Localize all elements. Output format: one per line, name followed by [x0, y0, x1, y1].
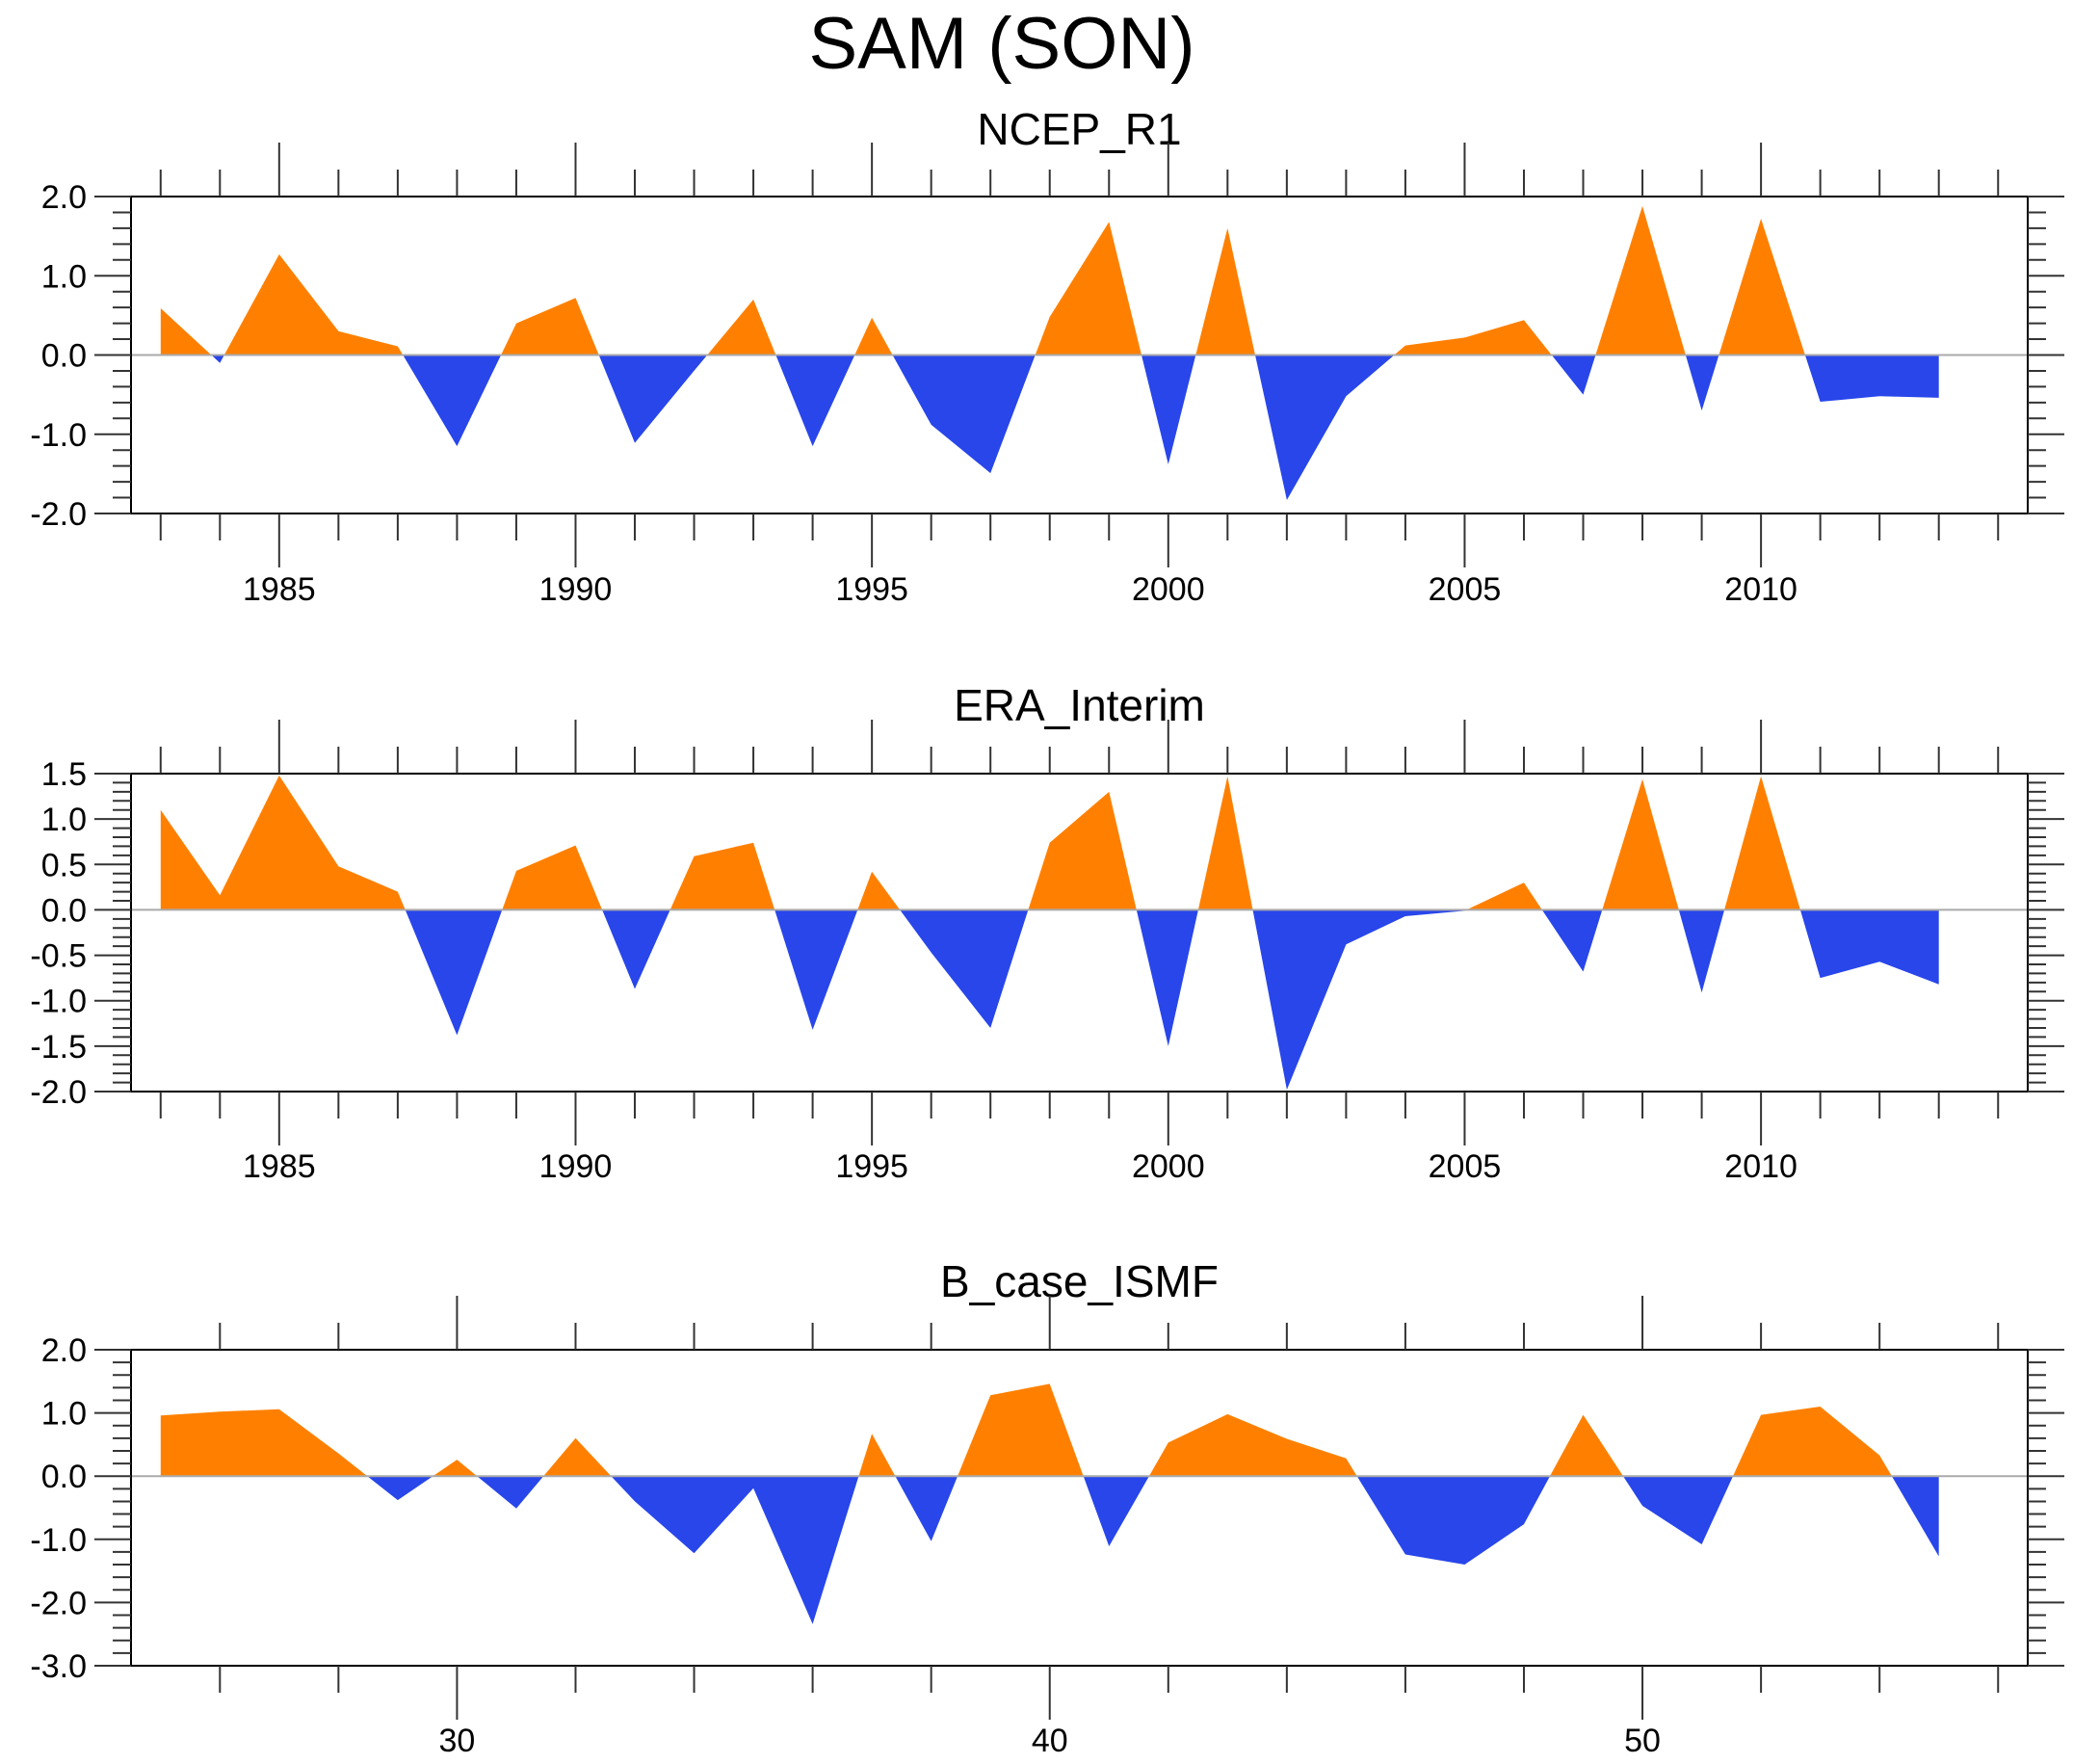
x-tick-label: 1990 — [539, 571, 613, 608]
x-tick-label: 40 — [1032, 1723, 1068, 1759]
y-tick-label: 2.0 — [41, 1332, 87, 1369]
positive-area — [160, 308, 212, 355]
y-tick-label: -2.0 — [30, 1585, 87, 1621]
positive-area — [958, 1383, 1084, 1477]
negative-area — [1799, 909, 1939, 985]
y-tick-label: 0.0 — [41, 892, 87, 929]
panel-ncep-r1: NCEP_R1 -2.0 -1.0 0.0 1.0 2.0 1985 1990 1995 2000… — [30, 104, 2064, 608]
positive-area — [433, 1460, 478, 1477]
panel-title: ERA_Interim — [954, 680, 1205, 730]
positive-area — [1595, 205, 1686, 355]
x-tick-label: 1985 — [243, 571, 316, 608]
plot-frame — [130, 773, 2029, 1093]
x-tick-label: 1995 — [835, 1148, 908, 1185]
negative-area — [611, 1476, 859, 1624]
negative-area — [1623, 1476, 1733, 1544]
positive-area — [858, 1434, 896, 1477]
positive-area — [669, 842, 775, 910]
y-tick-label: -0.5 — [30, 938, 87, 975]
negative-area — [1891, 1476, 1939, 1557]
negative-area — [900, 909, 1029, 1028]
negative-area — [1685, 355, 1719, 411]
negative-area — [598, 355, 708, 443]
positive-area — [223, 254, 404, 355]
negative-area — [1356, 1476, 1550, 1565]
y-tick-label: -3.0 — [30, 1648, 87, 1685]
negative-area — [477, 1476, 544, 1509]
x-tick-label: 50 — [1624, 1723, 1661, 1759]
y-tick-label: -1.0 — [30, 1522, 87, 1559]
negative-area — [602, 909, 670, 989]
positive-area — [854, 317, 893, 355]
panel-title: NCEP_R1 — [977, 104, 1181, 154]
positive-area — [1724, 776, 1800, 910]
y-tick-label: 0.0 — [41, 1459, 87, 1495]
negative-area — [367, 1476, 433, 1501]
x-tick-label: 2010 — [1724, 1148, 1797, 1185]
x-tick-label: 1985 — [243, 1148, 316, 1185]
positive-area — [1466, 882, 1542, 910]
x-tick-label: 1995 — [835, 571, 908, 608]
panel-b-case-ismf: B_case_ISMF -3.0 -2.0 -1.0 0.0 1.0 2.0 30 40 50 — [30, 1256, 2064, 1759]
positive-area — [1550, 1414, 1623, 1477]
positive-area — [1394, 320, 1552, 355]
positive-area — [160, 775, 406, 910]
y-tick-label: 1.0 — [41, 802, 87, 838]
positive-area — [1028, 791, 1137, 910]
negative-area — [1551, 355, 1596, 395]
positive-area — [1719, 219, 1805, 355]
negative-area — [774, 909, 858, 1030]
y-tick-label: -2.0 — [30, 496, 87, 533]
figure-title: SAM (SON) — [808, 3, 1195, 85]
y-tick-label: -1.0 — [30, 417, 87, 454]
y-tick-label: -2.0 — [30, 1074, 87, 1111]
y-tick-label: 1.0 — [41, 1396, 87, 1433]
negative-area — [403, 355, 502, 447]
y-tick-label: 1.0 — [41, 258, 87, 295]
x-tick-label: 2000 — [1132, 571, 1205, 608]
negative-area — [1804, 355, 1939, 402]
x-tick-label: 2010 — [1724, 571, 1797, 608]
y-tick-label: 0.0 — [41, 338, 87, 375]
y-tick-label: 2.0 — [41, 179, 87, 216]
negative-area — [775, 355, 855, 447]
plot-frame — [130, 1349, 2029, 1667]
negative-area — [211, 355, 224, 363]
positive-area — [1602, 778, 1679, 910]
y-tick-label: -1.0 — [30, 984, 87, 1020]
negative-area — [892, 355, 1036, 474]
negative-area — [1252, 909, 1467, 1091]
y-tick-label: 1.5 — [41, 756, 87, 793]
positive-area — [1195, 227, 1255, 355]
positive-area — [502, 845, 603, 910]
negative-area — [1255, 355, 1395, 500]
positive-area — [1035, 222, 1141, 355]
negative-area — [1141, 355, 1196, 464]
y-tick-label: 0.5 — [41, 847, 87, 883]
negative-area — [895, 1476, 958, 1541]
positive-area — [857, 871, 901, 910]
panel-era-interim: ERA_Interim -2.0 -1.5 -1.0 -0.5 0.0 0.5 1.0 1.5 1… — [30, 680, 2064, 1185]
x-tick-label: 30 — [439, 1723, 476, 1759]
positive-area — [1197, 776, 1253, 910]
positive-area — [160, 1409, 368, 1477]
negative-area — [1083, 1476, 1149, 1546]
x-tick-label: 2005 — [1429, 1148, 1502, 1185]
positive-area — [501, 298, 599, 355]
negative-area — [405, 909, 503, 1036]
x-tick-label: 1990 — [539, 1148, 613, 1185]
positive-area — [1733, 1407, 1892, 1477]
panel-title: B_case_ISMF — [940, 1256, 1219, 1306]
positive-area — [1148, 1413, 1357, 1477]
negative-area — [1136, 909, 1198, 1046]
negative-area — [1541, 909, 1603, 972]
x-tick-label: 2000 — [1132, 1148, 1205, 1185]
negative-area — [1678, 909, 1725, 993]
x-tick-label: 2005 — [1429, 571, 1502, 608]
positive-area — [707, 299, 776, 355]
positive-area — [543, 1437, 612, 1477]
y-tick-label: -1.5 — [30, 1029, 87, 1066]
